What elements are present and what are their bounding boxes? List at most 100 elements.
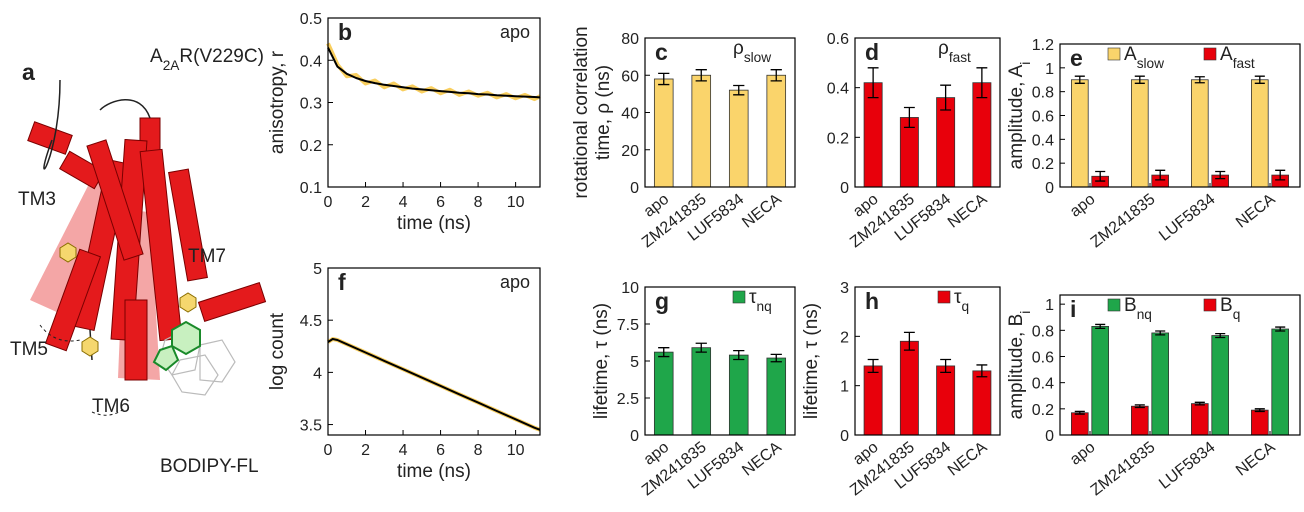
axes-frame — [1059, 294, 1301, 436]
annotation: apo — [500, 22, 530, 42]
y-tick-label: 7.5 — [617, 317, 639, 334]
error-bar — [1194, 401, 1205, 406]
subscript: fast — [1233, 56, 1255, 71]
y-axis-label: log count — [267, 312, 288, 390]
helix-label: TM3 — [18, 189, 56, 210]
bar — [1131, 405, 1149, 436]
error-bar — [1155, 169, 1166, 181]
bar — [1271, 328, 1290, 436]
error-bar — [1275, 169, 1286, 181]
bar — [653, 78, 674, 188]
x-tick-label: 10 — [507, 194, 525, 211]
text-part: amplitude, B — [1006, 314, 1027, 420]
error-bar — [1095, 170, 1106, 182]
y-axis-label: lifetime, τ (ns) — [591, 303, 612, 419]
error-bar — [903, 106, 915, 129]
y-tick-label: 0.4 — [300, 53, 322, 70]
x-tick-label: NECA — [739, 191, 785, 232]
x-tick-label: 8 — [474, 194, 483, 211]
y-tick-label: 0 — [1045, 428, 1054, 445]
helix — [124, 299, 148, 381]
y-tick-label: 0 — [840, 428, 849, 445]
y-tick-label: 0 — [630, 180, 639, 197]
error-bar — [733, 84, 745, 96]
bar — [691, 74, 712, 188]
y-tick-label: 0.6 — [1032, 349, 1054, 366]
subscript: 2A — [163, 58, 181, 73]
subscript: slow — [1137, 56, 1164, 71]
x-tick-label: NECA — [945, 191, 991, 232]
x-tick-label: 10 — [507, 442, 525, 459]
legend-label: ρslow — [733, 38, 771, 65]
annotation: apo — [500, 272, 530, 292]
legend-label: τnq — [749, 287, 772, 314]
panel: 3.5 4 4.5 5 log count f apo 0 2 4 6 8 10 time (ns) — [267, 261, 541, 482]
helix — [139, 148, 183, 342]
legend-swatch — [732, 290, 746, 304]
y-tick-label: 1 — [1045, 297, 1054, 314]
x-tick-label: LUF5834 — [1156, 439, 1218, 493]
y-tick-label: 60 — [621, 68, 639, 85]
panel-label: e — [1070, 45, 1083, 71]
y-tick-label: 4 — [313, 365, 322, 382]
error-bar — [1254, 75, 1265, 84]
y-tick-label: 10 — [621, 280, 639, 297]
y-tick-label: 0.4 — [1032, 376, 1054, 393]
text-part: B — [1124, 295, 1137, 316]
legend-label: Afast — [1220, 44, 1255, 71]
subscript: nq — [1137, 307, 1152, 322]
x-tick-label: 2 — [361, 442, 370, 459]
protein-title: A2AR(V229C) — [150, 46, 264, 73]
x-tick-label: 6 — [436, 194, 445, 211]
subscript: fast — [949, 50, 971, 65]
bar — [1251, 409, 1269, 436]
text-part: A — [1220, 44, 1233, 65]
y-tick-label: 0.3 — [300, 96, 322, 113]
axes-frame — [854, 286, 1001, 436]
y-tick-label: 0 — [840, 180, 849, 197]
bar — [1151, 332, 1170, 436]
y-tick-label: 0.2 — [300, 138, 322, 155]
bar — [728, 354, 749, 436]
panel-label: b — [338, 19, 352, 45]
bar — [653, 351, 674, 436]
y-tick-label: 4.5 — [300, 313, 322, 330]
legend-label: ρfast — [938, 38, 971, 65]
text-part: ρ — [938, 38, 949, 59]
error-bar — [1095, 323, 1106, 330]
error-bar — [1155, 330, 1166, 336]
x-tick-label: NECA — [1233, 439, 1279, 480]
y-axis-label: anisotropy, r — [267, 50, 288, 154]
bar — [936, 365, 956, 436]
error-bar — [770, 353, 782, 363]
x-tick-label: 2 — [361, 194, 370, 211]
x-tick-label: NECA — [945, 439, 991, 480]
error-bar — [695, 69, 707, 82]
legend-label: Aslow — [1124, 44, 1164, 71]
bar — [972, 370, 992, 436]
y-axis-label: time, ρ (ns) — [593, 65, 614, 160]
y-axis-label: amplitude, Ai — [1006, 62, 1033, 170]
error-bar — [976, 364, 988, 378]
dye-label: BODIPY-FL — [160, 456, 259, 477]
bar — [1251, 79, 1269, 188]
panel-label: a — [22, 59, 35, 85]
y-tick-label: 0.8 — [1032, 323, 1054, 340]
y-tick-label: 0.2 — [1032, 402, 1054, 419]
legend-swatch — [1203, 298, 1217, 312]
legend-label: Bq — [1220, 295, 1240, 322]
x-tick-label: 4 — [399, 442, 408, 459]
error-bar — [658, 72, 670, 86]
bar — [863, 82, 883, 188]
x-axis-label: time (ns) — [397, 461, 471, 482]
y-tick-label: 2.5 — [617, 391, 639, 408]
text-part: ρ — [733, 38, 744, 59]
dye — [171, 320, 201, 356]
bar — [863, 365, 883, 436]
x-tick-label: 0 — [324, 442, 333, 459]
residue — [179, 292, 197, 313]
y-tick-label: 80 — [621, 31, 639, 48]
helix-label: TM5 — [10, 339, 48, 360]
bar — [766, 74, 787, 188]
legend-swatch — [1107, 47, 1121, 61]
